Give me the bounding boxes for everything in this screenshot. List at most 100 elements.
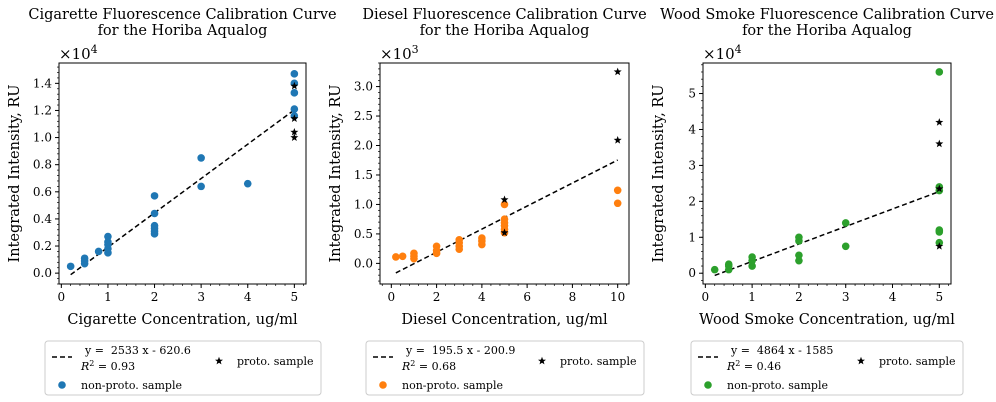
y-tick-label: 3.0	[354, 80, 373, 94]
y-tick-label: 1	[688, 230, 696, 244]
proto-sample-point	[613, 67, 622, 76]
proto-sample-point	[500, 228, 509, 237]
non-proto-sample-point	[724, 260, 733, 269]
legend: y = 195.5 x - 200.9 R2 = 0.68 non-proto. s…	[365, 340, 645, 396]
chart-panel-3: Wood Smoke Fluorescence Calibration Curv…	[651, 7, 994, 396]
x-tick-label: 3	[197, 290, 205, 304]
non-proto-sample-point	[150, 221, 159, 230]
y-tick-label: 0.2	[33, 239, 52, 253]
chart-panel-1: Cigarette Fluorescence Calibration Curve…	[7, 7, 337, 396]
non-proto-sample-point	[66, 262, 75, 271]
non-proto-sample-point	[290, 89, 299, 97]
proto-sample-point	[935, 242, 944, 250]
axis-offset-label: ×104	[703, 43, 742, 63]
x-tick-label: 10	[610, 290, 625, 304]
x-tick-label: 4	[244, 290, 252, 304]
proto-sample-point	[290, 127, 299, 136]
chart-title: Cigarette Fluorescence Calibration Curve	[28, 7, 336, 23]
legend-box	[365, 340, 645, 396]
legend-proto-swatch	[215, 356, 223, 365]
non-proto-sample-point	[432, 242, 441, 251]
x-tick-label: 0	[58, 290, 66, 304]
non-proto-sample-point	[150, 192, 159, 200]
x-tick-label: 6	[523, 290, 531, 304]
non-proto-sample-point	[748, 262, 756, 270]
y-tick-label: 1.0	[354, 197, 373, 211]
non-proto-sample-point	[80, 254, 89, 263]
y-tick-label: 1.0	[33, 131, 52, 145]
plot-frame	[379, 62, 630, 285]
non-proto-sample-point	[710, 265, 719, 274]
legend-box	[44, 340, 322, 396]
chart-title: Wood Smoke Fluorescence Calibration Curv…	[660, 7, 994, 23]
legend-non-proto-swatch	[704, 381, 712, 389]
x-tick-label: 3	[842, 290, 850, 304]
legend-fit-r2: R2 = 0.46	[726, 359, 781, 373]
legend-fit-r2: R2 = 0.93	[80, 359, 135, 373]
x-tick-label: 4	[478, 290, 486, 304]
x-axis-label: Wood Smoke Concentration, ug/ml	[699, 312, 955, 328]
legend-proto-swatch	[857, 356, 865, 365]
proto-sample-point	[290, 114, 299, 122]
legend-non-proto-label: non-proto. sample	[727, 379, 828, 392]
y-tick-label: 0.0	[354, 256, 373, 270]
y-tick-label: 3	[688, 158, 696, 172]
proto-sample-point	[290, 81, 299, 90]
non-proto-sample-point	[613, 199, 622, 208]
proto-sample-point	[613, 136, 622, 144]
legend-box	[690, 340, 964, 396]
non-proto-sample-point	[94, 247, 103, 256]
y-tick-label: 1.5	[354, 168, 373, 182]
legend-fit-equation: y = 4864 x - 1585	[730, 344, 833, 357]
non-proto-sample-point	[290, 70, 299, 78]
x-tick-label: 5	[291, 290, 299, 304]
x-tick-label: 1	[104, 290, 112, 304]
y-tick-label: 1.2	[33, 103, 52, 117]
non-proto-sample-point	[104, 238, 112, 246]
fit-line	[714, 190, 940, 277]
non-proto-sample-point	[197, 182, 205, 191]
chart-panel-2: Diesel Fluorescence Calibration Curvefor…	[328, 7, 647, 396]
x-tick-label: 2	[151, 290, 159, 304]
non-proto-sample-point	[795, 251, 803, 260]
legend-fit-equation: y = 2533 x - 620.6	[84, 344, 191, 357]
y-tick-label: 0.8	[33, 158, 52, 172]
y-axis-label: Integrated Intensity, RU	[651, 85, 667, 263]
legend-proto-label: proto. sample	[237, 355, 313, 368]
chart-subtitle: for the Horiba Aqualog	[742, 23, 912, 39]
non-proto-sample-point	[935, 68, 944, 76]
legend-non-proto-swatch	[379, 381, 387, 389]
non-proto-sample-point	[935, 226, 944, 234]
legend: y = 2533 x - 620.6 R2 = 0.93 non-proto. sa…	[44, 340, 322, 396]
y-tick-label: 0.0	[33, 266, 52, 280]
non-proto-sample-point	[795, 233, 803, 242]
y-axis-label: Integrated Intensity, RU	[328, 85, 344, 263]
non-proto-sample-point	[410, 249, 418, 258]
legend-non-proto-label: non-proto. sample	[81, 379, 182, 392]
proto-sample-point	[935, 118, 944, 126]
non-proto-sample-point	[455, 236, 464, 244]
x-tick-label: 2	[795, 290, 803, 304]
x-tick-label: 8	[569, 290, 577, 304]
non-proto-sample-point	[795, 256, 803, 265]
legend-non-proto-swatch	[58, 381, 66, 389]
non-proto-sample-point	[392, 253, 400, 261]
legend-proto-label: proto. sample	[560, 355, 636, 368]
non-proto-sample-point	[290, 105, 299, 113]
x-tick-label: 2	[433, 290, 441, 304]
non-proto-sample-point	[500, 200, 509, 209]
axis-offset-label: ×103	[380, 43, 419, 63]
y-tick-label: 2	[688, 194, 696, 208]
non-proto-sample-point	[841, 219, 850, 227]
plot-frame	[58, 62, 307, 285]
proto-sample-point	[935, 184, 944, 193]
x-tick-label: 0	[702, 290, 710, 304]
non-proto-sample-point	[398, 252, 407, 261]
y-tick-label: 2.5	[354, 109, 373, 123]
non-proto-sample-point	[748, 253, 756, 261]
legend-non-proto-label: non-proto. sample	[402, 379, 503, 392]
legend-fit-equation: y = 195.5 x - 200.9	[405, 344, 515, 357]
non-proto-sample-point	[197, 154, 205, 162]
y-tick-label: 0.4	[33, 212, 52, 226]
legend-fit-r2: R2 = 0.68	[401, 359, 456, 373]
